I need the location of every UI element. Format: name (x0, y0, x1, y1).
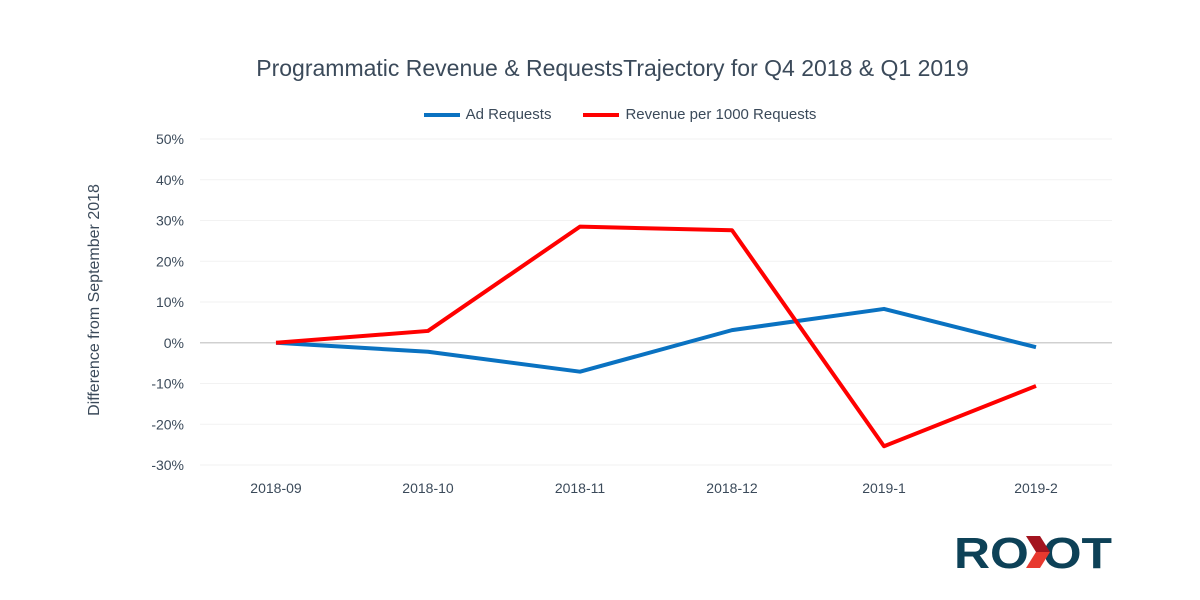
legend-swatch (423, 112, 460, 117)
y-tick-label: 20% (156, 253, 184, 269)
legend-label: Ad Requests (465, 106, 552, 123)
y-tick-label: 10% (156, 294, 184, 310)
y-tick-label: -30% (151, 457, 184, 473)
y-tick-label: -10% (151, 376, 184, 392)
y-tick-label: 30% (156, 213, 184, 229)
legend-label: Revenue per 1000 Requests (625, 106, 817, 123)
legend: Ad Requests Revenue per 1000 Requests (0, 106, 1200, 123)
series-line-ad-requests (275, 306, 1037, 374)
chart-title: Programmatic Revenue & RequestsTrajector… (256, 55, 969, 81)
series-line-revenue (275, 224, 1037, 449)
y-tick-label: 0% (164, 335, 184, 351)
roxot-logo: RO OT (954, 529, 1114, 578)
legend-item-revenue: Revenue per 1000 Requests (583, 106, 816, 123)
x-tick-label: 2018-10 (402, 480, 454, 496)
x-tick-label: 2019-1 (862, 480, 906, 496)
y-tick-label: 40% (156, 172, 184, 188)
legend-item-ad-requests: Ad Requests (423, 106, 552, 123)
x-tick-label: 2019-2 (1014, 480, 1058, 496)
x-tick-label: 2018-12 (706, 480, 758, 496)
y-tick-label: -20% (151, 416, 184, 432)
legend-swatch (583, 112, 620, 117)
y-tick-label: 50% (156, 131, 184, 147)
x-tick-label: 2018-11 (555, 480, 606, 496)
x-tick-label: 2018-09 (250, 480, 302, 496)
